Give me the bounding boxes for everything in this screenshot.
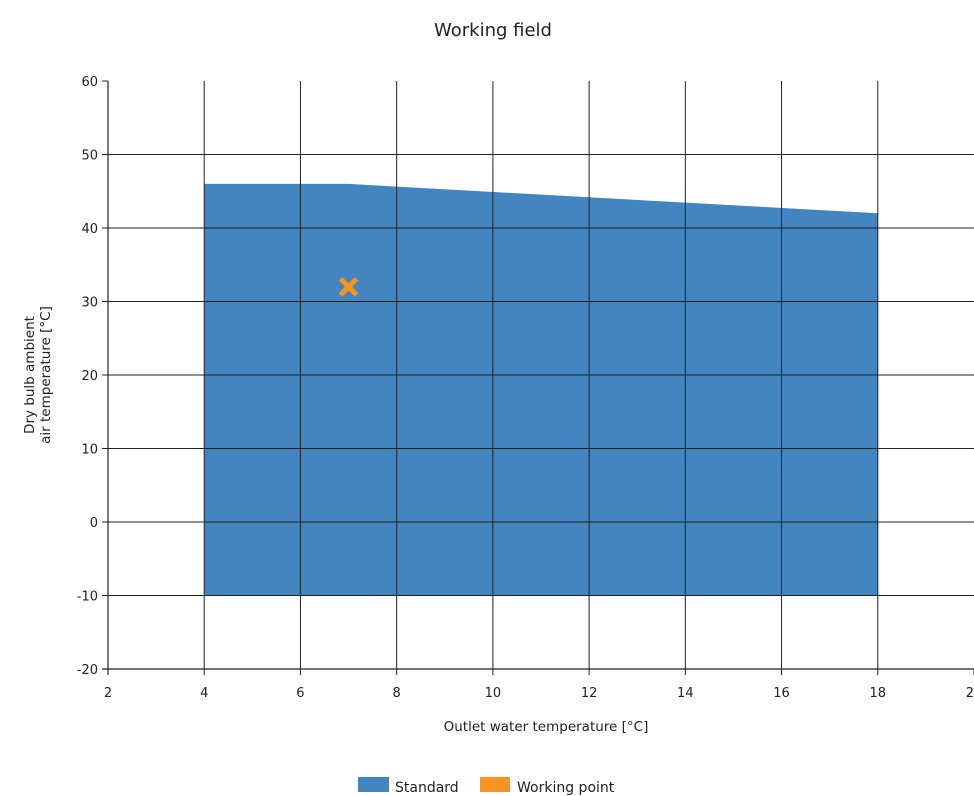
y-tick-label: 20	[81, 369, 98, 384]
x-axis-label: Outlet water temperature [°C]	[444, 719, 649, 735]
x-tick-label: 18	[870, 686, 887, 701]
x-tick-label: 16	[773, 686, 790, 701]
y-axis-label-line-2: air temperature [°C]	[38, 306, 54, 444]
legend: Standard Working point	[358, 777, 615, 796]
working-point-marker	[338, 277, 359, 297]
y-tick-label: -20	[77, 663, 98, 678]
grid-layer	[108, 81, 974, 669]
x-tick-label: 2	[104, 686, 112, 701]
marker-layer	[338, 277, 359, 297]
axis-layer: 2 4 6 8 10 12 14 16 18 20 -20 -10 0 10 20 30 40 50 60	[77, 75, 974, 701]
series-layer	[204, 183, 878, 596]
legend-swatch-standard	[358, 777, 389, 792]
x-tick-label: 14	[677, 686, 694, 701]
y-tick-label: -10	[77, 590, 98, 605]
x-tick-label: 8	[393, 686, 401, 701]
x-tick-label: 6	[296, 686, 304, 701]
legend-swatch-working-point	[480, 777, 510, 792]
y-tick-label: 50	[81, 149, 98, 164]
y-tick-label: 30	[81, 296, 98, 311]
x-tick-label: 20	[966, 686, 974, 701]
y-axis-label: Dry bulb ambient air temperature [°C]	[22, 306, 54, 444]
y-tick-label: 0	[90, 516, 98, 531]
legend-label-standard: Standard	[395, 780, 459, 796]
working-point-stroke-2	[338, 277, 359, 297]
legend-label-working-point: Working point	[517, 780, 615, 796]
y-axis-label-line-1: Dry bulb ambient	[22, 316, 38, 434]
standard-area	[204, 183, 878, 596]
y-tick-label: 60	[81, 75, 98, 90]
y-tick-label: 40	[81, 222, 98, 237]
x-tick-label: 10	[485, 686, 502, 701]
x-tick-label: 4	[200, 686, 208, 701]
y-tick-label: 10	[81, 443, 98, 458]
x-tick-label: 12	[581, 686, 598, 701]
chart-title: Working field	[434, 20, 552, 41]
